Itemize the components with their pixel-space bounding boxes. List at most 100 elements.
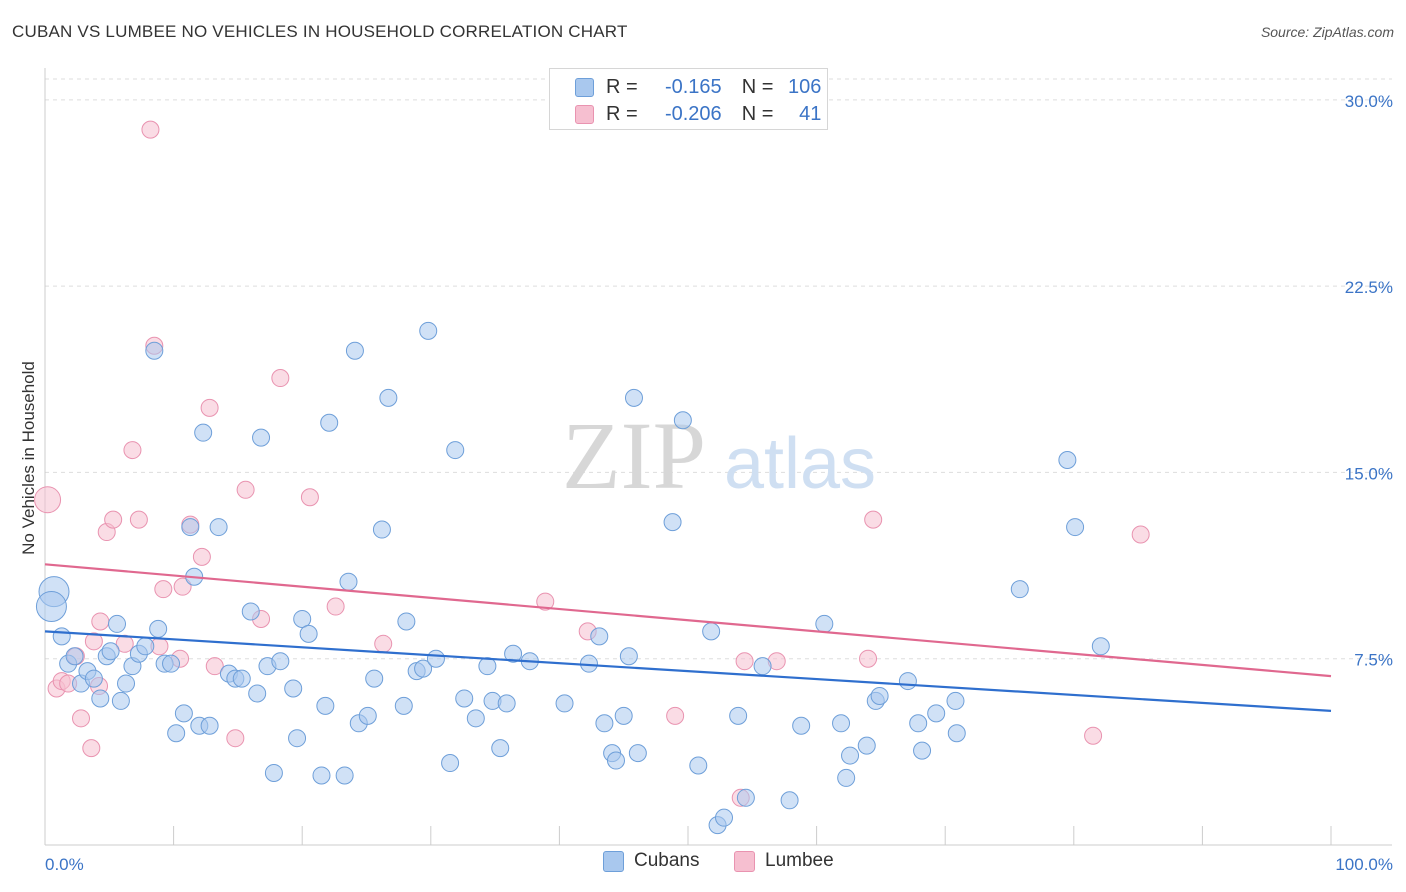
lumbee-point [129, 510, 148, 529]
cubans-point [606, 751, 625, 770]
lumbee-point [536, 592, 555, 611]
cubans-point [209, 518, 228, 537]
cubans-point [84, 669, 103, 688]
cubans-point [736, 788, 755, 807]
cubans-point [145, 341, 164, 360]
legend-n-value: 106 [788, 75, 822, 98]
y-tick-label: 15.0% [1345, 464, 1393, 483]
legend-r-label: R = [606, 75, 638, 98]
legend-row-cubans: R = -0.165 N = 106 [575, 75, 821, 99]
cubans-point [397, 612, 416, 631]
legend-r-value: -0.165 [664, 75, 722, 98]
cubans-point [181, 518, 200, 537]
cubans-point [832, 714, 851, 733]
cubans-point [419, 321, 438, 340]
x-tick-label: 0.0% [45, 855, 84, 874]
cubans-point [614, 706, 633, 725]
axis-labels: 7.5% 15.0% 22.5% 30.0% 0.0% 100.0% No Vehicles… [19, 92, 1393, 874]
legend-n-value: 41 [799, 102, 822, 125]
cubans-point [841, 746, 860, 765]
lumbee-point [300, 488, 319, 507]
cubans-point [335, 766, 354, 785]
lumbee-point [864, 510, 883, 529]
cubans-point [504, 644, 523, 663]
cubans-point [271, 652, 290, 671]
lumbee-points [34, 120, 1150, 807]
cubans-point [101, 642, 120, 661]
axes [44, 68, 1392, 846]
lumbee-point [34, 486, 62, 514]
lumbee-swatch [575, 104, 594, 124]
cubans-trend-line [44, 630, 1332, 712]
y-axis-label: No Vehicles in Household [19, 361, 38, 555]
lumbee-point [91, 612, 110, 631]
cubans-point [414, 659, 433, 678]
cubans-point [792, 716, 811, 735]
cubans-point [232, 669, 251, 688]
chart-title: CUBAN VS LUMBEE NO VEHICLES IN HOUSEHOLD… [12, 22, 628, 41]
lumbee-point [200, 398, 219, 417]
lumbee-point [104, 510, 123, 529]
cubans-point [284, 679, 303, 698]
lumbee-point [735, 652, 754, 671]
legend-label-lumbee: Lumbee [765, 850, 834, 871]
trend-lines [44, 563, 1332, 712]
legend-item-cubans[interactable]: Cubans [603, 850, 700, 872]
cubans-point [590, 627, 609, 646]
cubans-point [837, 768, 856, 787]
cubans-point [365, 669, 384, 688]
correlation-legend: R = -0.165 N = 106 R = -0.206 N = 41 [549, 68, 828, 130]
cubans-point [673, 411, 692, 430]
lumbee-point [374, 634, 393, 653]
lumbee-point [192, 547, 211, 566]
lumbee-point [141, 120, 160, 139]
cubans-point [466, 709, 485, 728]
cubans-point [927, 704, 946, 723]
cubans-point [117, 674, 136, 693]
cubans-point [619, 647, 638, 666]
cubans-point [909, 714, 928, 733]
lumbee-point [154, 580, 173, 599]
cubans-legend-swatch [603, 850, 624, 872]
lumbee-point [173, 577, 192, 596]
cubans-point [248, 684, 267, 703]
cubans-point [624, 388, 643, 407]
cubans-point [316, 696, 335, 715]
cubans-point [780, 791, 799, 810]
cubans-point [174, 704, 193, 723]
cubans-point [339, 572, 358, 591]
cubans-point [372, 520, 391, 539]
lumbee-point [84, 632, 103, 651]
cubans-point [946, 691, 965, 710]
cubans-point [293, 609, 312, 628]
lumbee-point [72, 709, 91, 728]
legend-n-label: N = [741, 102, 774, 125]
legend-n-label: N = [741, 75, 774, 98]
lumbee-point [236, 480, 255, 499]
cubans-point [52, 627, 71, 646]
legend-label-cubans: Cubans [634, 850, 700, 871]
lumbee-point [271, 369, 290, 388]
cubans-point [455, 689, 474, 708]
cubans-point [91, 689, 110, 708]
cubans-point [162, 654, 181, 673]
cubans-swatch [575, 77, 594, 97]
lumbee-point [205, 657, 224, 676]
cubans-point [358, 706, 377, 725]
watermark: ZIP atlas [562, 402, 876, 509]
cubans-point [729, 706, 748, 725]
cubans-point [149, 619, 168, 638]
cubans-point [379, 388, 398, 407]
legend-r-value: -0.206 [664, 102, 722, 125]
grid-lines [45, 78, 1392, 660]
legend-item-lumbee[interactable]: Lumbee [734, 850, 834, 872]
cubans-point [663, 513, 682, 532]
y-tick-label: 22.5% [1345, 278, 1393, 297]
cubans-point [478, 657, 497, 676]
cubans-point [320, 413, 339, 432]
cubans-point [1058, 451, 1077, 469]
cubans-point [1066, 518, 1085, 537]
series-legend: Cubans Lumbee [0, 850, 1406, 878]
cubans-point [1010, 580, 1029, 599]
